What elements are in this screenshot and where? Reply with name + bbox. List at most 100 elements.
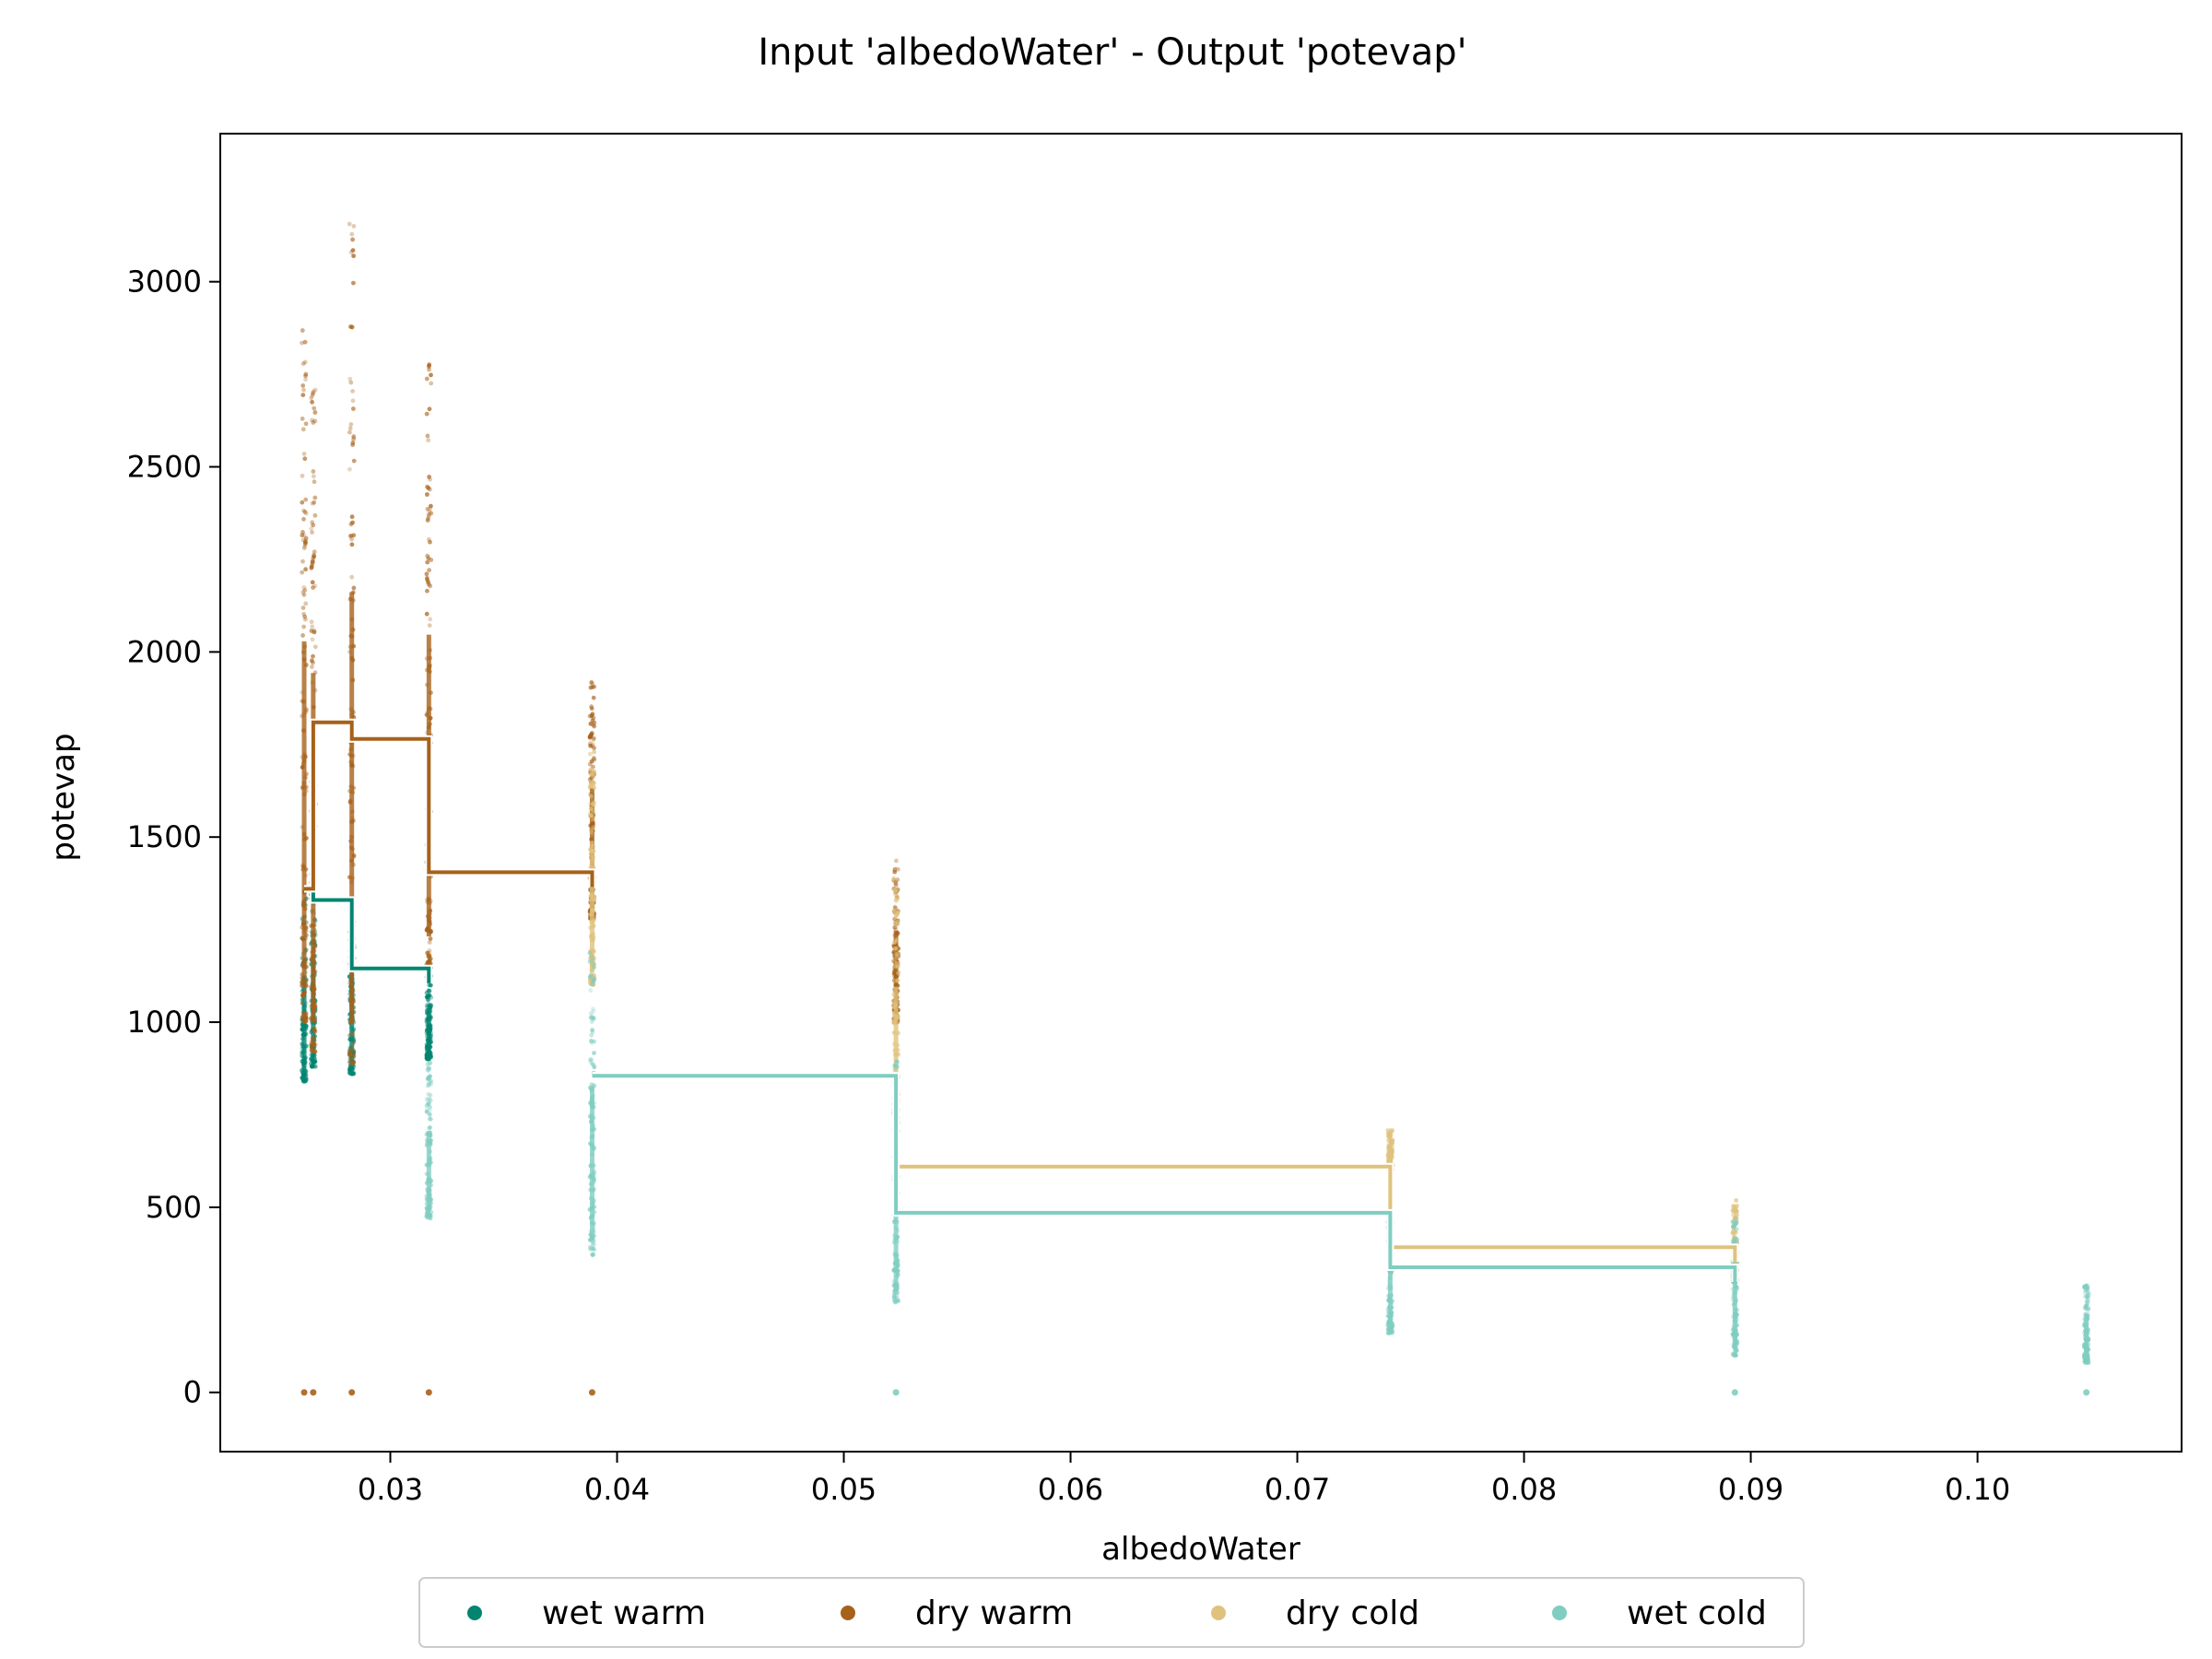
data-point bbox=[347, 426, 353, 431]
data-point bbox=[311, 1017, 315, 1022]
data-point bbox=[303, 1016, 309, 1020]
data-point bbox=[429, 381, 434, 386]
data-point bbox=[591, 825, 596, 830]
data-point bbox=[1730, 1219, 1735, 1225]
data-point bbox=[587, 751, 593, 757]
data-point bbox=[587, 761, 593, 767]
data-point bbox=[427, 512, 431, 518]
data-point bbox=[312, 1017, 318, 1022]
data-point bbox=[591, 1006, 595, 1011]
data-point bbox=[2086, 1295, 2091, 1300]
data-point bbox=[1734, 1215, 1739, 1219]
data-point bbox=[349, 231, 355, 237]
data-point bbox=[309, 1061, 313, 1066]
data-point bbox=[424, 1003, 429, 1008]
data-point bbox=[892, 1300, 898, 1305]
data-point bbox=[1388, 1130, 1393, 1135]
series-dry-warm-points bbox=[300, 221, 900, 1396]
data-point bbox=[300, 633, 305, 638]
data-point bbox=[1732, 1235, 1737, 1241]
data-point bbox=[589, 1082, 594, 1087]
data-point bbox=[587, 784, 593, 790]
data-point bbox=[312, 1055, 317, 1061]
legend-marker-wet-cold bbox=[1552, 1606, 1567, 1620]
data-point bbox=[301, 546, 307, 551]
data-point bbox=[592, 1039, 596, 1044]
data-point bbox=[428, 1003, 433, 1007]
x-tick-label: 0.09 bbox=[1718, 1472, 1783, 1507]
data-point bbox=[303, 1018, 309, 1024]
data-point bbox=[310, 580, 315, 585]
data-point bbox=[427, 940, 432, 945]
legend-label-dry-warm: dry warm bbox=[915, 1594, 1073, 1632]
data-point bbox=[588, 988, 594, 994]
data-point bbox=[350, 389, 355, 394]
data-point bbox=[426, 1080, 431, 1086]
data-point bbox=[589, 759, 594, 764]
data-point bbox=[424, 1214, 429, 1218]
data-point bbox=[590, 681, 595, 687]
x-tick-label: 0.03 bbox=[358, 1472, 423, 1507]
x-tick-label: 0.04 bbox=[584, 1472, 650, 1507]
data-point bbox=[310, 1055, 315, 1061]
data-point bbox=[1731, 1230, 1735, 1235]
data-point bbox=[425, 588, 429, 594]
data-point bbox=[1388, 1330, 1393, 1335]
data-point bbox=[2084, 1306, 2089, 1312]
data-point bbox=[426, 556, 431, 561]
data-point bbox=[2086, 1298, 2091, 1303]
data-point bbox=[428, 1104, 432, 1110]
data-point bbox=[424, 611, 429, 617]
data-point bbox=[895, 978, 900, 983]
data-point bbox=[310, 559, 315, 565]
data-point bbox=[302, 588, 308, 593]
data-point bbox=[300, 328, 305, 333]
data-point bbox=[310, 530, 314, 535]
data-point bbox=[348, 422, 354, 427]
data-point bbox=[590, 743, 595, 748]
data-point bbox=[591, 1252, 595, 1257]
data-point bbox=[347, 1062, 353, 1067]
data-point bbox=[312, 1059, 318, 1065]
data-point bbox=[348, 324, 353, 329]
data-point bbox=[892, 892, 898, 898]
series-wet-cold-step-halo bbox=[592, 1072, 1739, 1282]
data-point bbox=[351, 406, 356, 411]
data-point bbox=[302, 359, 308, 365]
data-point bbox=[424, 1053, 429, 1058]
data-point bbox=[427, 568, 431, 572]
data-point bbox=[311, 389, 316, 394]
series-dry-warm-step-halo bbox=[304, 718, 596, 893]
x-axis-title: albedoWater bbox=[1101, 1531, 1300, 1568]
data-point bbox=[349, 536, 354, 542]
data-point bbox=[590, 817, 595, 822]
data-point bbox=[894, 960, 900, 966]
data-point bbox=[312, 554, 317, 559]
data-point bbox=[587, 950, 593, 956]
data-point bbox=[428, 1125, 432, 1130]
data-point bbox=[427, 367, 431, 372]
data-point bbox=[350, 441, 356, 445]
data-point bbox=[894, 1298, 900, 1303]
data-point bbox=[592, 1051, 596, 1055]
data-point bbox=[589, 1057, 594, 1063]
data-point bbox=[351, 434, 357, 439]
data-point bbox=[589, 738, 594, 744]
data-point bbox=[303, 1078, 308, 1084]
data-point bbox=[587, 735, 593, 739]
data-point bbox=[428, 956, 433, 961]
data-point bbox=[300, 1075, 306, 1080]
data-point bbox=[1732, 1239, 1736, 1244]
data-point bbox=[590, 1241, 595, 1247]
data-point bbox=[300, 416, 305, 421]
data-point bbox=[425, 1067, 430, 1072]
data-point bbox=[591, 1252, 595, 1257]
data-point bbox=[300, 1077, 306, 1082]
data-point bbox=[427, 406, 432, 412]
data-point bbox=[303, 497, 309, 502]
data-point bbox=[300, 559, 305, 564]
data-point bbox=[303, 371, 309, 377]
data-point bbox=[428, 960, 433, 966]
data-point bbox=[891, 909, 897, 914]
data-point bbox=[592, 746, 596, 750]
